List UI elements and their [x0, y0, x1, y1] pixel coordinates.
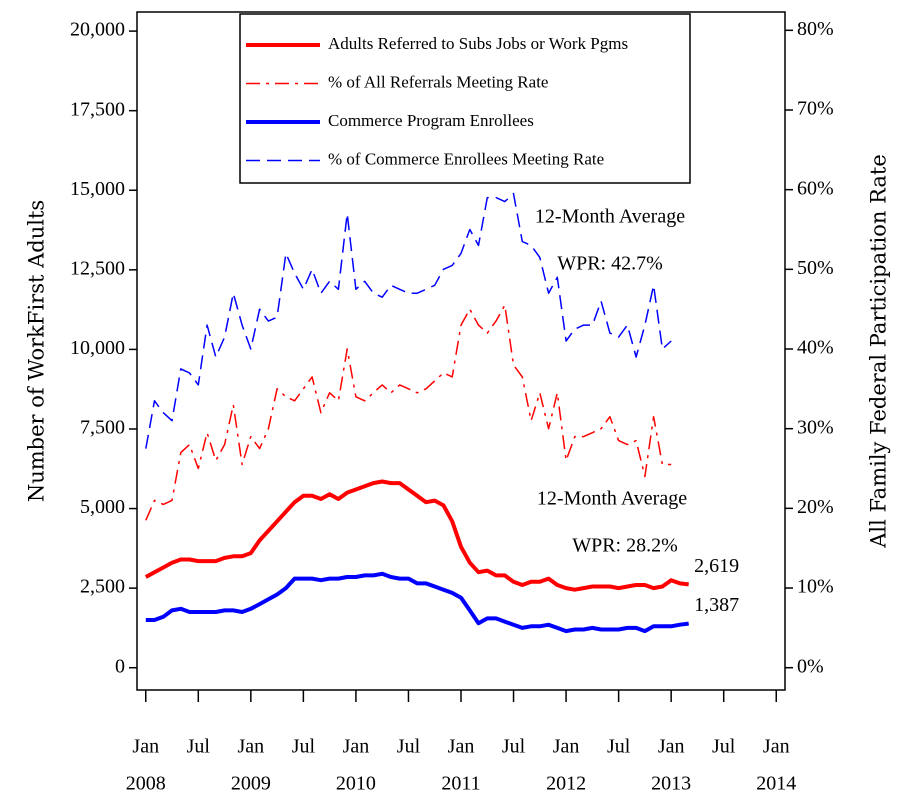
y-tick-label: 20,000 — [70, 19, 125, 41]
legend-label: % of All Referrals Meeting Rate — [328, 72, 548, 91]
x-tick-label: Jan — [763, 736, 790, 758]
y-tick-label: 0 — [115, 655, 125, 677]
x-year-label: 2009 — [231, 773, 271, 795]
y2-tick-label: 50% — [797, 257, 834, 279]
x-year-label: 2011 — [441, 773, 480, 795]
annotation: WPR: 42.7% — [557, 253, 663, 275]
x-year-label: 2013 — [651, 773, 691, 795]
x-year-label: 2012 — [546, 773, 586, 795]
y2-tick-label: 40% — [797, 337, 834, 359]
y2-tick-label: 20% — [797, 496, 834, 518]
x-tick-label: Jan — [343, 736, 370, 758]
x-year-label: 2014 — [756, 773, 796, 795]
legend-label: % of Commerce Enrollees Meeting Rate — [328, 149, 604, 168]
y2-tick-label: 60% — [797, 177, 834, 199]
x-year-label: 2010 — [336, 773, 376, 795]
y-tick-label: 15,000 — [70, 178, 125, 200]
series-line — [145, 192, 672, 449]
annotation: 12-Month Average — [537, 488, 687, 510]
x-tick-label: Jul — [712, 736, 736, 758]
x-tick-label: Jan — [658, 736, 685, 758]
annotation: 12-Month Average — [535, 206, 685, 228]
x-tick-label: Jan — [553, 736, 580, 758]
x-tick-label: Jan — [132, 736, 159, 758]
series-line — [145, 571, 689, 634]
y2-tick-label: 80% — [797, 18, 834, 40]
y-tick-label: 2,500 — [80, 576, 125, 598]
legend-box — [239, 13, 691, 184]
x-tick-label: Jan — [238, 736, 265, 758]
y-tick-label: 7,500 — [80, 417, 125, 439]
y2-tick-label: 70% — [797, 98, 834, 120]
x-tick-label: Jan — [448, 736, 475, 758]
y-tick-label: 17,500 — [70, 98, 125, 120]
y2-tick-label: 30% — [797, 416, 834, 438]
x-tick-label: Jul — [187, 736, 211, 758]
y2-axis-title: All Family Federal Participation Rate — [867, 154, 891, 549]
annotation: WPR: 28.2% — [572, 535, 678, 557]
y2-tick-label: 0% — [797, 655, 824, 677]
x-year-label: 2008 — [126, 773, 166, 795]
x-tick-label: Jul — [502, 736, 526, 758]
x-tick-label: Jul — [397, 736, 421, 758]
y-tick-label: 10,000 — [70, 337, 125, 359]
value-label: 1,387 — [694, 594, 739, 616]
value-label: 2,619 — [694, 555, 739, 577]
x-tick-label: Jul — [607, 736, 631, 758]
y2-tick-label: 10% — [797, 576, 834, 598]
y-tick-label: 5,000 — [80, 496, 125, 518]
x-tick-label: Jul — [292, 736, 316, 758]
legend-label: Adults Referred to Subs Jobs or Work Pgm… — [328, 34, 628, 53]
series-line — [144, 479, 689, 592]
series-line — [145, 304, 672, 521]
y-tick-label: 12,500 — [70, 257, 125, 279]
legend-label: Commerce Program Enrollees — [328, 111, 534, 130]
y-axis-title: Number of WorkFirst Adults — [25, 200, 49, 502]
